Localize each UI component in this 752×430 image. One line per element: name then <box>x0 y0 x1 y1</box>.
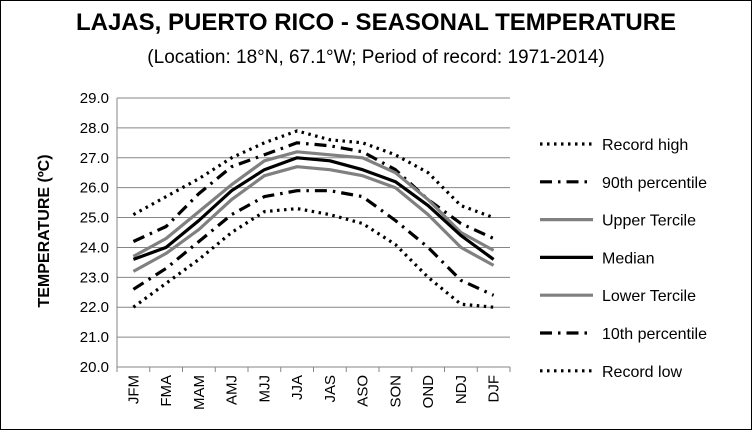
y-tick-label: 22.0 <box>80 299 109 316</box>
legend-label: 10th percentile <box>602 326 707 343</box>
series-line-median <box>132 156 495 261</box>
series-line-upper-tercile <box>132 150 495 258</box>
x-tick-label: OND <box>420 375 437 409</box>
x-tick-label: NDJ <box>453 375 470 404</box>
legend-label: Median <box>602 250 654 267</box>
series-line-record-high <box>132 129 495 220</box>
x-tick-label: ASO <box>355 375 372 407</box>
series-line-lower-tercile <box>132 165 495 273</box>
series-line-record-low <box>132 207 494 309</box>
legend-label: Upper Tercile <box>602 213 696 230</box>
series-line-10th-percentile <box>132 189 495 297</box>
chart-title: LAJAS, PUERTO RICO - SEASONAL TEMPERATUR… <box>76 9 676 36</box>
x-tick-label: MJJ <box>256 375 273 403</box>
y-tick-label: 28.0 <box>80 120 109 137</box>
y-axis-label: TEMPERATURE (ºC) <box>36 154 53 307</box>
x-tick-label: MAM <box>191 375 208 410</box>
x-tick-label: AMJ <box>224 375 241 405</box>
axes: 20.0 21.0 22.0 23.0 24.0 25.0 26.0 27.0 28.0 29.0… <box>80 90 511 410</box>
y-tick-label: 20.0 <box>80 359 109 376</box>
gridlines <box>117 97 510 338</box>
x-tick-label: JFM <box>125 375 142 404</box>
x-tick-label: DJF <box>486 375 503 403</box>
legend-label: Lower Tercile <box>602 288 696 305</box>
legend: Record high 90th percentile Upper Tercile M… <box>540 137 707 381</box>
y-tick-label: 29.0 <box>80 90 109 107</box>
y-tick-label: 23.0 <box>80 269 109 286</box>
y-tick-label: 21.0 <box>80 329 109 346</box>
series-lines <box>132 129 495 309</box>
x-tick-label: SON <box>387 375 404 408</box>
y-tick-label: 25.0 <box>80 210 109 227</box>
y-tick-label: 26.0 <box>80 180 109 197</box>
y-tick-label: 27.0 <box>80 150 109 167</box>
legend-label: 90th percentile <box>602 175 707 192</box>
x-tick-label: JJA <box>289 375 306 400</box>
x-tick-label: FMA <box>158 375 175 407</box>
legend-label: Record low <box>602 364 682 381</box>
legend-label: Record high <box>602 137 688 154</box>
chart-subtitle: (Location: 18°N, 67.1°W; Period of recor… <box>147 47 604 68</box>
x-tick-label: JAS <box>322 375 339 403</box>
y-tick-label: 24.0 <box>80 239 109 256</box>
